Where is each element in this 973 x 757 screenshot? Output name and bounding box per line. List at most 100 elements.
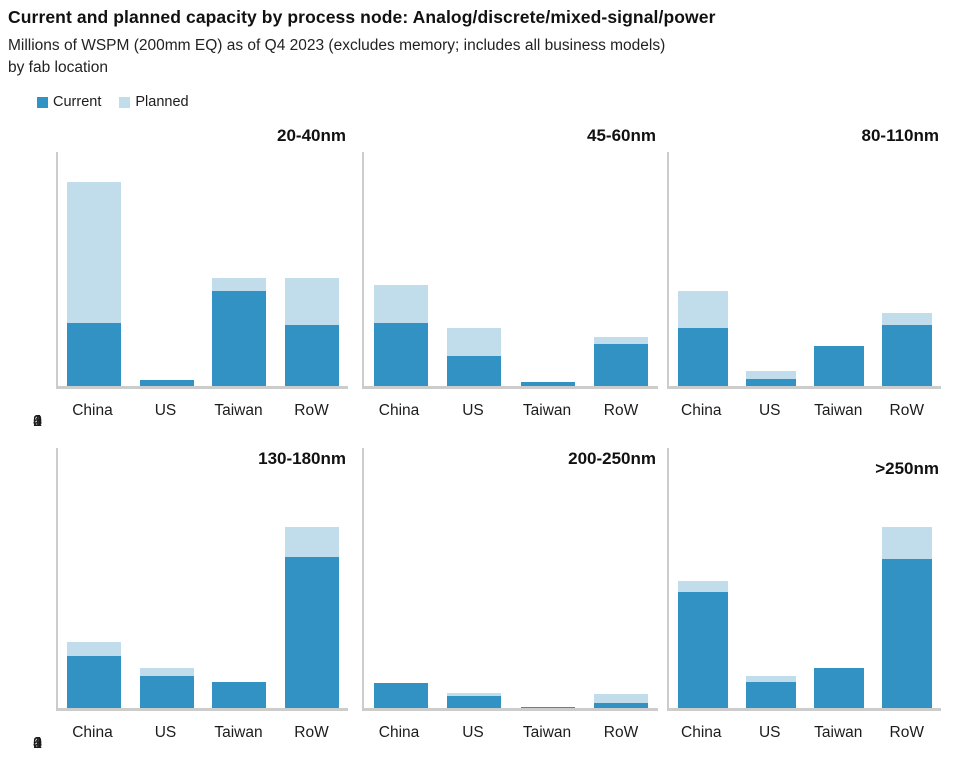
subplot-45-60nm: 45-60nm China US Taiwan RoW xyxy=(348,126,658,422)
x-tick-label: China xyxy=(72,724,113,741)
y-tick-label: 2 xyxy=(33,413,42,430)
stacked-bar-china xyxy=(67,152,122,386)
stacked-bar-taiwan xyxy=(212,448,267,708)
subplot-body: 20-40nm China US Taiwan RoW xyxy=(56,126,348,422)
subplot-body: 45-60nm China US Taiwan RoW xyxy=(362,126,658,422)
bar-segment-current xyxy=(881,324,933,386)
stacked-bar-china xyxy=(373,448,428,708)
stacked-bar-china xyxy=(67,448,122,708)
stacked-bar-china xyxy=(677,152,729,386)
x-axis-labels: China US Taiwan RoW xyxy=(667,711,941,744)
plot-area xyxy=(362,448,658,711)
bar-segment-current xyxy=(677,327,729,386)
x-tick-label: US xyxy=(154,402,177,419)
x-tick-label: US xyxy=(154,724,177,741)
y-tick-label: 1 xyxy=(33,413,42,430)
subplot-body: >250nm China US Taiwan RoW xyxy=(667,448,941,744)
legend-label-current: Current xyxy=(53,94,102,110)
y-tick-label: 0 xyxy=(33,413,42,430)
planned-swatch-icon xyxy=(119,96,131,108)
stacked-bar-taiwan xyxy=(212,152,267,386)
page-subtitle: Millions of WSPM (200mm EQ) as of Q4 202… xyxy=(8,35,973,79)
y-tick-label: 2 xyxy=(33,735,42,752)
x-tick-label: China xyxy=(378,402,420,419)
y-tick-label: 4 xyxy=(33,735,42,752)
bar-segment-current xyxy=(881,558,933,708)
plot-area xyxy=(667,448,941,711)
legend-item-current: Current xyxy=(37,94,101,110)
x-tick-label: China xyxy=(681,402,722,419)
x-tick-label: Taiwan xyxy=(214,724,263,741)
x-tick-label: Taiwan xyxy=(522,724,572,741)
subplot-title: 45-60nm xyxy=(587,126,656,145)
bar-segment-planned xyxy=(881,527,933,559)
x-tick-label: US xyxy=(758,724,781,741)
bar-segment-planned xyxy=(447,327,502,356)
subplot-title: 80-110nm xyxy=(861,126,940,145)
subtitle-line-2: by fab location xyxy=(8,59,108,76)
stacked-bar-taiwan xyxy=(520,152,575,386)
x-axis-labels: China US Taiwan RoW xyxy=(362,389,658,422)
x-tick-label: Taiwan xyxy=(814,402,863,419)
legend-label-planned: Planned xyxy=(135,94,189,110)
x-axis-labels: China US Taiwan RoW xyxy=(56,711,348,744)
stacked-bar-taiwan xyxy=(520,448,575,708)
stacked-bar-us xyxy=(745,448,797,708)
subtitle-line-1: Millions of WSPM (200mm EQ) as of Q4 202… xyxy=(8,37,666,54)
x-tick-label: RoW xyxy=(603,402,639,419)
subplot-title: 200-250nm xyxy=(568,449,656,468)
x-tick-label: RoW xyxy=(889,402,924,419)
subplot-body: 200-250nm China US Taiwan RoW xyxy=(362,448,658,744)
legend: Current Planned xyxy=(37,94,973,110)
bar-segment-planned xyxy=(677,580,729,593)
x-tick-label: China xyxy=(378,724,420,741)
plot-area xyxy=(56,152,348,389)
bar-segment-current xyxy=(67,323,122,386)
bar-segment-current xyxy=(284,557,339,708)
stacked-bar-us xyxy=(447,448,502,708)
y-tick-label: 0 xyxy=(33,735,42,752)
bar-segment-current xyxy=(594,702,649,708)
subplot-gt-250nm: >250nm China US Taiwan RoW xyxy=(658,448,941,744)
bar-segment-current xyxy=(139,380,194,386)
x-tick-label: US xyxy=(462,402,484,419)
bar-segment-planned xyxy=(881,312,933,325)
bar-segment-current xyxy=(373,322,428,386)
bar-segment-planned xyxy=(594,337,649,345)
bar-segment-planned xyxy=(745,371,797,379)
bar-segment-planned xyxy=(284,527,339,558)
bar-segment-current xyxy=(373,683,428,708)
subplot-title: 130-180nm xyxy=(258,449,346,468)
x-tick-label: RoW xyxy=(603,724,639,741)
x-tick-label: China xyxy=(72,402,113,419)
bar-segment-current xyxy=(212,682,267,708)
stacked-bar-china xyxy=(677,448,729,708)
y-tick-label: 3 xyxy=(33,413,42,430)
bar-segment-current xyxy=(745,682,797,708)
bar-segment-current xyxy=(813,667,865,708)
x-tick-label: US xyxy=(462,724,484,741)
x-tick-label: Taiwan xyxy=(214,402,263,419)
x-tick-label: RoW xyxy=(294,402,329,419)
stacked-bar-us xyxy=(745,152,797,386)
bar-segment-current xyxy=(447,696,502,708)
stacked-bar-row xyxy=(881,152,933,386)
stacked-bar-us xyxy=(447,152,502,386)
bar-segment-planned xyxy=(139,667,194,676)
bar-segment-current xyxy=(212,291,267,386)
x-tick-label: RoW xyxy=(294,724,329,741)
bar-segment-current xyxy=(520,381,575,386)
bar-segment-current xyxy=(677,592,729,708)
x-axis-labels: China US Taiwan RoW xyxy=(362,711,658,744)
bar-segment-current xyxy=(284,324,339,386)
bar-segment-planned xyxy=(745,675,797,682)
legend-item-planned: Planned xyxy=(119,94,189,110)
plot-area xyxy=(667,152,941,389)
x-axis-labels: China US Taiwan RoW xyxy=(667,389,941,422)
x-tick-label: Taiwan xyxy=(522,402,572,419)
subplot-body: 80-110nm China US Taiwan RoW xyxy=(667,126,941,422)
subplot-title: 20-40nm xyxy=(277,126,346,145)
